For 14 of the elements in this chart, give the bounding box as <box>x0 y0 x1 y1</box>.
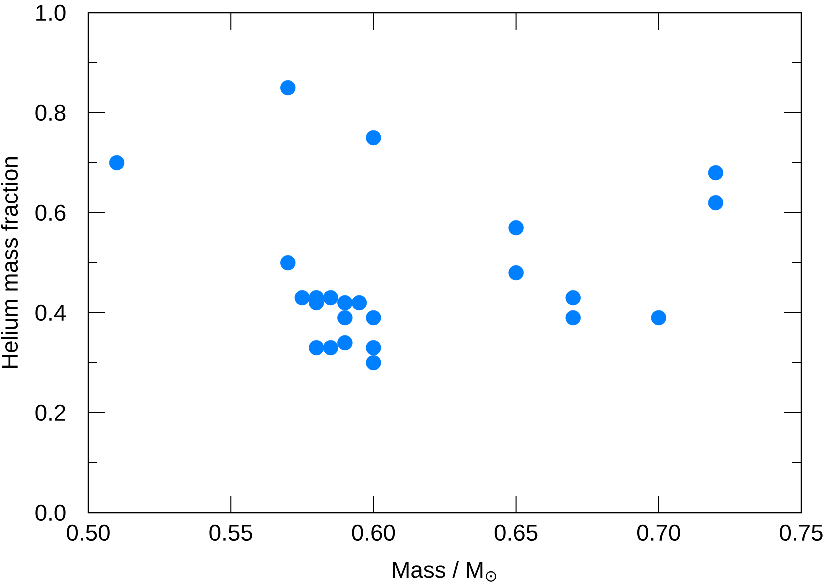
x-tick-label: 0.50 <box>67 524 110 542</box>
x-tick-label: 0.60 <box>352 524 396 542</box>
x-tick-label: 0.65 <box>494 524 538 542</box>
y-tick-label: 0.4 <box>36 304 66 322</box>
y-tick-label: 0.2 <box>36 404 66 422</box>
y-tick-label: 0.0 <box>36 504 66 522</box>
x-tick-label: 0.55 <box>210 524 252 542</box>
x-axis-title: Mass / M$_{⊙}$ <box>393 561 496 582</box>
y-tick-label: 0.6 <box>36 204 66 222</box>
y-axis-title: Helium mass fraction <box>1 158 18 368</box>
y-tick-label: 0.8 <box>36 104 66 122</box>
y-tick-label: 1.0 <box>36 4 66 22</box>
x-tick-label: 0.75 <box>780 524 823 542</box>
x-tick-label: 0.70 <box>638 524 680 542</box>
